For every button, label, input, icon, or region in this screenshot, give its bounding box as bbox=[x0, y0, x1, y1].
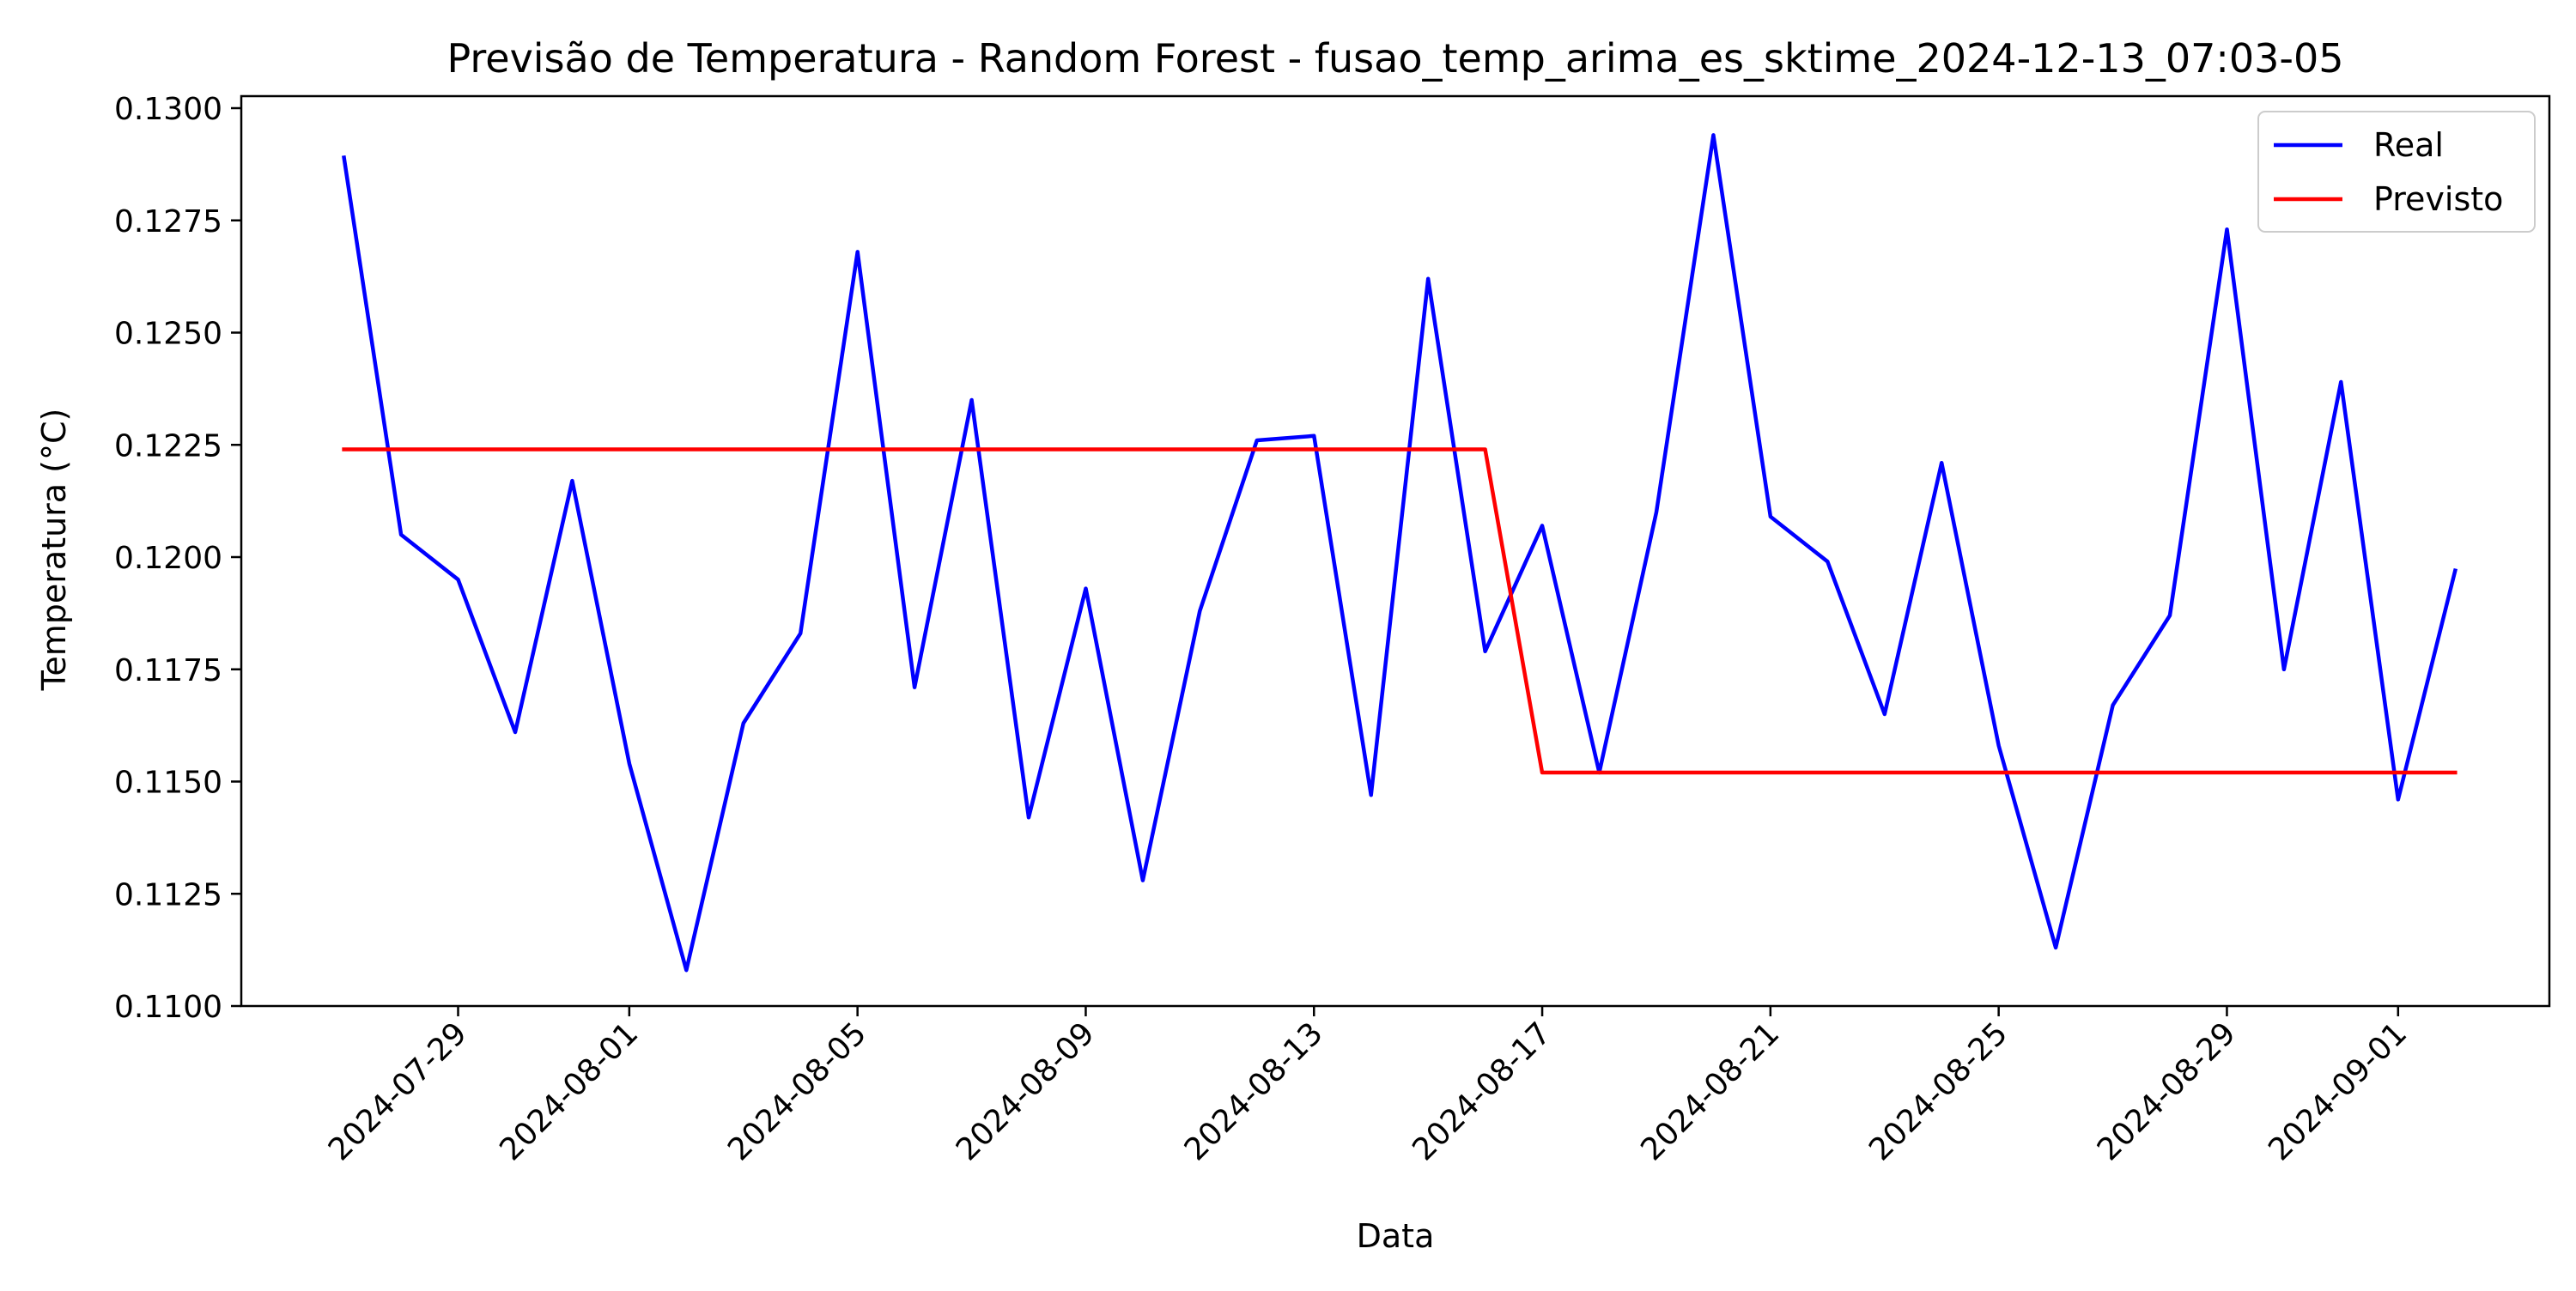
y-tick-label: 0.1225 bbox=[114, 428, 222, 464]
y-tick-label: 0.1175 bbox=[114, 653, 222, 688]
chart-title: Previsão de Temperatura - Random Forest … bbox=[447, 35, 2343, 82]
y-tick-label: 0.1300 bbox=[114, 92, 222, 127]
legend-box bbox=[2257, 111, 2536, 233]
series-line-previsto bbox=[342, 447, 2458, 775]
y-tick-label: 0.1275 bbox=[114, 204, 222, 239]
y-tick-label: 0.1200 bbox=[114, 541, 222, 576]
y-tick-label: 0.1250 bbox=[114, 317, 222, 352]
series-line-real bbox=[342, 133, 2458, 973]
y-tick-label: 0.1125 bbox=[114, 877, 222, 912]
y-tick-label: 0.1100 bbox=[114, 990, 222, 1025]
legend-label-previsto: Previsto bbox=[2373, 180, 2503, 218]
plot-frame bbox=[240, 94, 2551, 1008]
plot-area bbox=[342, 133, 2458, 973]
legend-label-real: Real bbox=[2373, 126, 2444, 164]
x-axis-label: Data bbox=[1357, 1217, 1435, 1255]
y-tick-label: 0.1150 bbox=[114, 766, 222, 801]
legend: Real Previsto bbox=[2257, 111, 2536, 233]
y-axis-label: Temperatura (°C) bbox=[35, 409, 73, 692]
